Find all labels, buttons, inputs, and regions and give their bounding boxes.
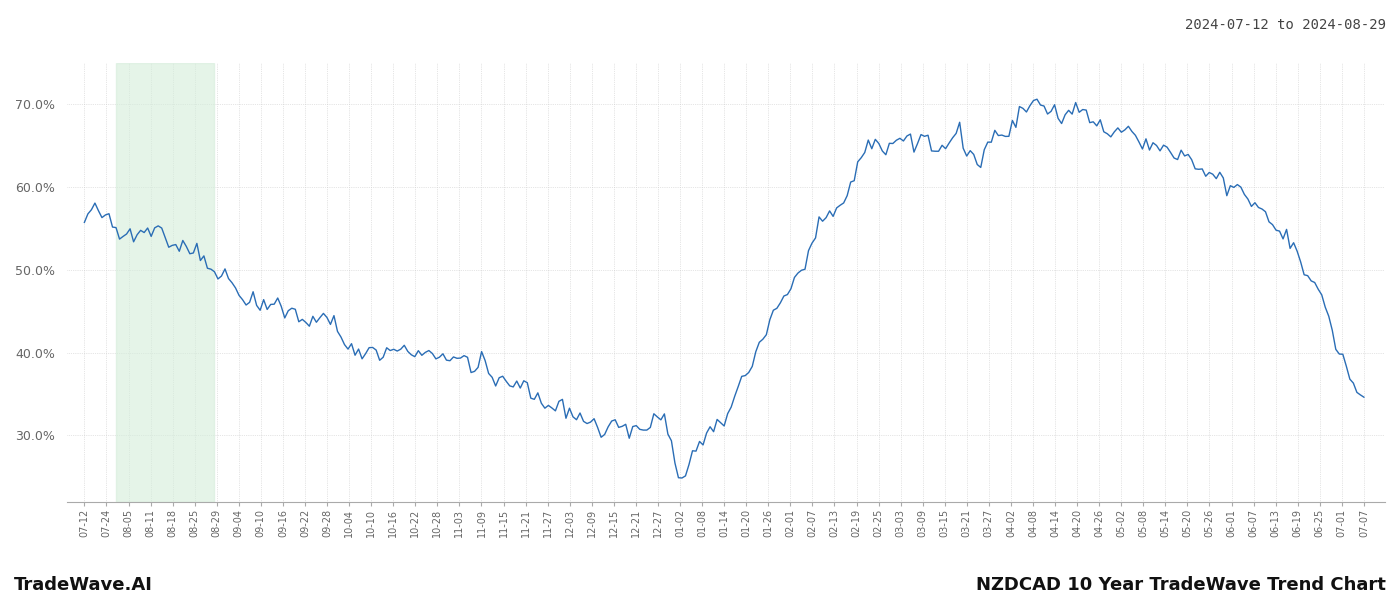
Text: TradeWave.AI: TradeWave.AI (14, 576, 153, 594)
Text: NZDCAD 10 Year TradeWave Trend Chart: NZDCAD 10 Year TradeWave Trend Chart (976, 576, 1386, 594)
Bar (116, 63, 214, 502)
Text: 2024-07-12 to 2024-08-29: 2024-07-12 to 2024-08-29 (1184, 18, 1386, 32)
